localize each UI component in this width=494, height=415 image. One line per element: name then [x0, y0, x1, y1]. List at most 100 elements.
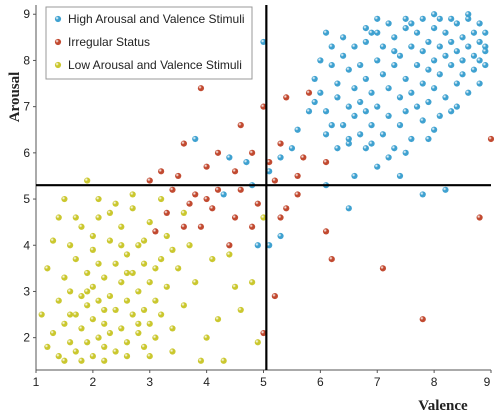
point-high-arousal-and-valence-stimuli — [328, 43, 335, 50]
point-irregular-status — [197, 85, 205, 92]
point-high-arousal-and-valence-stimuli — [226, 154, 233, 161]
x-tick-label: 7 — [374, 375, 381, 389]
point-irregular-status — [379, 265, 387, 272]
point-low-arousal-and-valence-stimuli — [112, 306, 119, 314]
point-high-arousal-and-valence-stimuli — [419, 117, 426, 124]
point-high-arousal-and-valence-stimuli — [294, 126, 301, 133]
point-low-arousal-and-valence-stimuli — [61, 274, 68, 281]
point-high-arousal-and-valence-stimuli — [431, 85, 438, 92]
point-low-arousal-and-valence-stimuli — [118, 279, 125, 286]
point-low-arousal-and-valence-stimuli — [135, 242, 142, 249]
point-high-arousal-and-valence-stimuli — [254, 242, 261, 249]
point-high-arousal-and-valence-stimuli — [379, 43, 387, 50]
point-low-arousal-and-valence-stimuli — [129, 269, 136, 277]
point-low-arousal-and-valence-stimuli — [123, 339, 131, 346]
point-low-arousal-and-valence-stimuli — [78, 292, 85, 300]
point-high-arousal-and-valence-stimuli — [396, 94, 404, 101]
point-low-arousal-and-valence-stimuli — [44, 265, 51, 272]
point-high-arousal-and-valence-stimuli — [322, 131, 330, 138]
point-low-arousal-and-valence-stimuli — [140, 343, 148, 350]
point-low-arousal-and-valence-stimuli — [89, 353, 96, 360]
point-high-arousal-and-valence-stimuli — [340, 122, 347, 129]
point-high-arousal-and-valence-stimuli — [419, 80, 426, 87]
point-high-arousal-and-valence-stimuli — [419, 191, 426, 198]
point-high-arousal-and-valence-stimuli — [351, 85, 358, 92]
point-high-arousal-and-valence-stimuli — [368, 140, 375, 147]
point-high-arousal-and-valence-stimuli — [408, 20, 415, 27]
point-high-arousal-and-valence-stimuli — [459, 71, 466, 78]
point-high-arousal-and-valence-stimuli — [260, 38, 267, 46]
point-irregular-status — [271, 292, 278, 300]
point-high-arousal-and-valence-stimuli — [345, 66, 352, 73]
point-high-arousal-and-valence-stimuli — [334, 80, 341, 87]
point-irregular-status — [186, 200, 193, 207]
point-low-arousal-and-valence-stimuli — [67, 339, 74, 346]
point-high-arousal-and-valence-stimuli — [357, 131, 364, 138]
point-low-arousal-and-valence-stimuli — [249, 279, 256, 286]
point-high-arousal-and-valence-stimuli — [334, 145, 341, 152]
point-high-arousal-and-valence-stimuli — [374, 103, 381, 110]
point-low-arousal-and-valence-stimuli — [197, 357, 205, 364]
legend-marker — [54, 38, 62, 46]
point-high-arousal-and-valence-stimuli — [482, 48, 489, 55]
point-low-arousal-and-valence-stimuli — [186, 242, 193, 249]
point-low-arousal-and-valence-stimuli — [152, 297, 159, 304]
point-low-arousal-and-valence-stimuli — [152, 334, 159, 341]
point-high-arousal-and-valence-stimuli — [374, 29, 381, 36]
legend-marker — [54, 15, 62, 23]
point-high-arousal-and-valence-stimuli — [408, 43, 415, 50]
point-low-arousal-and-valence-stimuli — [101, 274, 108, 281]
point-high-arousal-and-valence-stimuli — [436, 15, 443, 22]
point-high-arousal-and-valence-stimuli — [431, 57, 438, 64]
point-high-arousal-and-valence-stimuli — [374, 15, 381, 22]
point-low-arousal-and-valence-stimuli — [146, 320, 153, 327]
point-low-arousal-and-valence-stimuli — [72, 214, 79, 221]
point-high-arousal-and-valence-stimuli — [266, 168, 273, 175]
point-high-arousal-and-valence-stimuli — [362, 25, 369, 32]
point-high-arousal-and-valence-stimuli — [391, 145, 398, 152]
point-low-arousal-and-valence-stimuli — [118, 325, 125, 332]
point-high-arousal-and-valence-stimuli — [413, 103, 421, 110]
y-tick-label: 5 — [23, 192, 30, 206]
point-irregular-status — [249, 223, 256, 230]
x-tick-label: 3 — [146, 375, 153, 389]
legend-label: High Arousal and Valence Stimuli — [68, 12, 245, 26]
point-irregular-status — [226, 242, 233, 249]
point-high-arousal-and-valence-stimuli — [470, 66, 478, 73]
point-high-arousal-and-valence-stimuli — [436, 71, 443, 78]
point-high-arousal-and-valence-stimuli — [425, 38, 432, 46]
point-high-arousal-and-valence-stimuli — [345, 103, 352, 110]
point-high-arousal-and-valence-stimuli — [431, 25, 438, 32]
point-high-arousal-and-valence-stimuli — [374, 57, 381, 64]
point-low-arousal-and-valence-stimuli — [112, 348, 119, 355]
point-high-arousal-and-valence-stimuli — [362, 145, 369, 152]
point-high-arousal-and-valence-stimuli — [368, 122, 375, 129]
y-tick-label: 6 — [23, 146, 30, 160]
point-low-arousal-and-valence-stimuli — [89, 283, 96, 290]
point-irregular-status — [214, 149, 222, 156]
legend-box — [45, 6, 253, 80]
point-high-arousal-and-valence-stimuli — [351, 112, 358, 119]
point-low-arousal-and-valence-stimuli — [106, 329, 114, 337]
point-high-arousal-and-valence-stimuli — [408, 89, 415, 96]
point-high-arousal-and-valence-stimuli — [431, 126, 438, 133]
point-high-arousal-and-valence-stimuli — [436, 112, 443, 119]
point-high-arousal-and-valence-stimuli — [368, 29, 375, 36]
point-low-arousal-and-valence-stimuli — [209, 256, 216, 263]
point-low-arousal-and-valence-stimuli — [112, 200, 119, 207]
point-low-arousal-and-valence-stimuli — [254, 339, 261, 346]
point-low-arousal-and-valence-stimuli — [61, 195, 68, 203]
point-irregular-status — [487, 135, 494, 143]
point-high-arousal-and-valence-stimuli — [425, 135, 432, 143]
point-low-arousal-and-valence-stimuli — [169, 348, 176, 355]
point-low-arousal-and-valence-stimuli — [180, 209, 187, 217]
point-high-arousal-and-valence-stimuli — [408, 135, 415, 143]
point-high-arousal-and-valence-stimuli — [402, 25, 409, 32]
point-high-arousal-and-valence-stimuli — [385, 20, 392, 27]
point-low-arousal-and-valence-stimuli — [163, 232, 170, 240]
point-low-arousal-and-valence-stimuli — [203, 334, 210, 341]
point-high-arousal-and-valence-stimuli — [362, 38, 369, 46]
x-tick-label: 9 — [484, 375, 491, 389]
point-low-arousal-and-valence-stimuli — [226, 251, 233, 258]
point-low-arousal-and-valence-stimuli — [95, 195, 102, 203]
